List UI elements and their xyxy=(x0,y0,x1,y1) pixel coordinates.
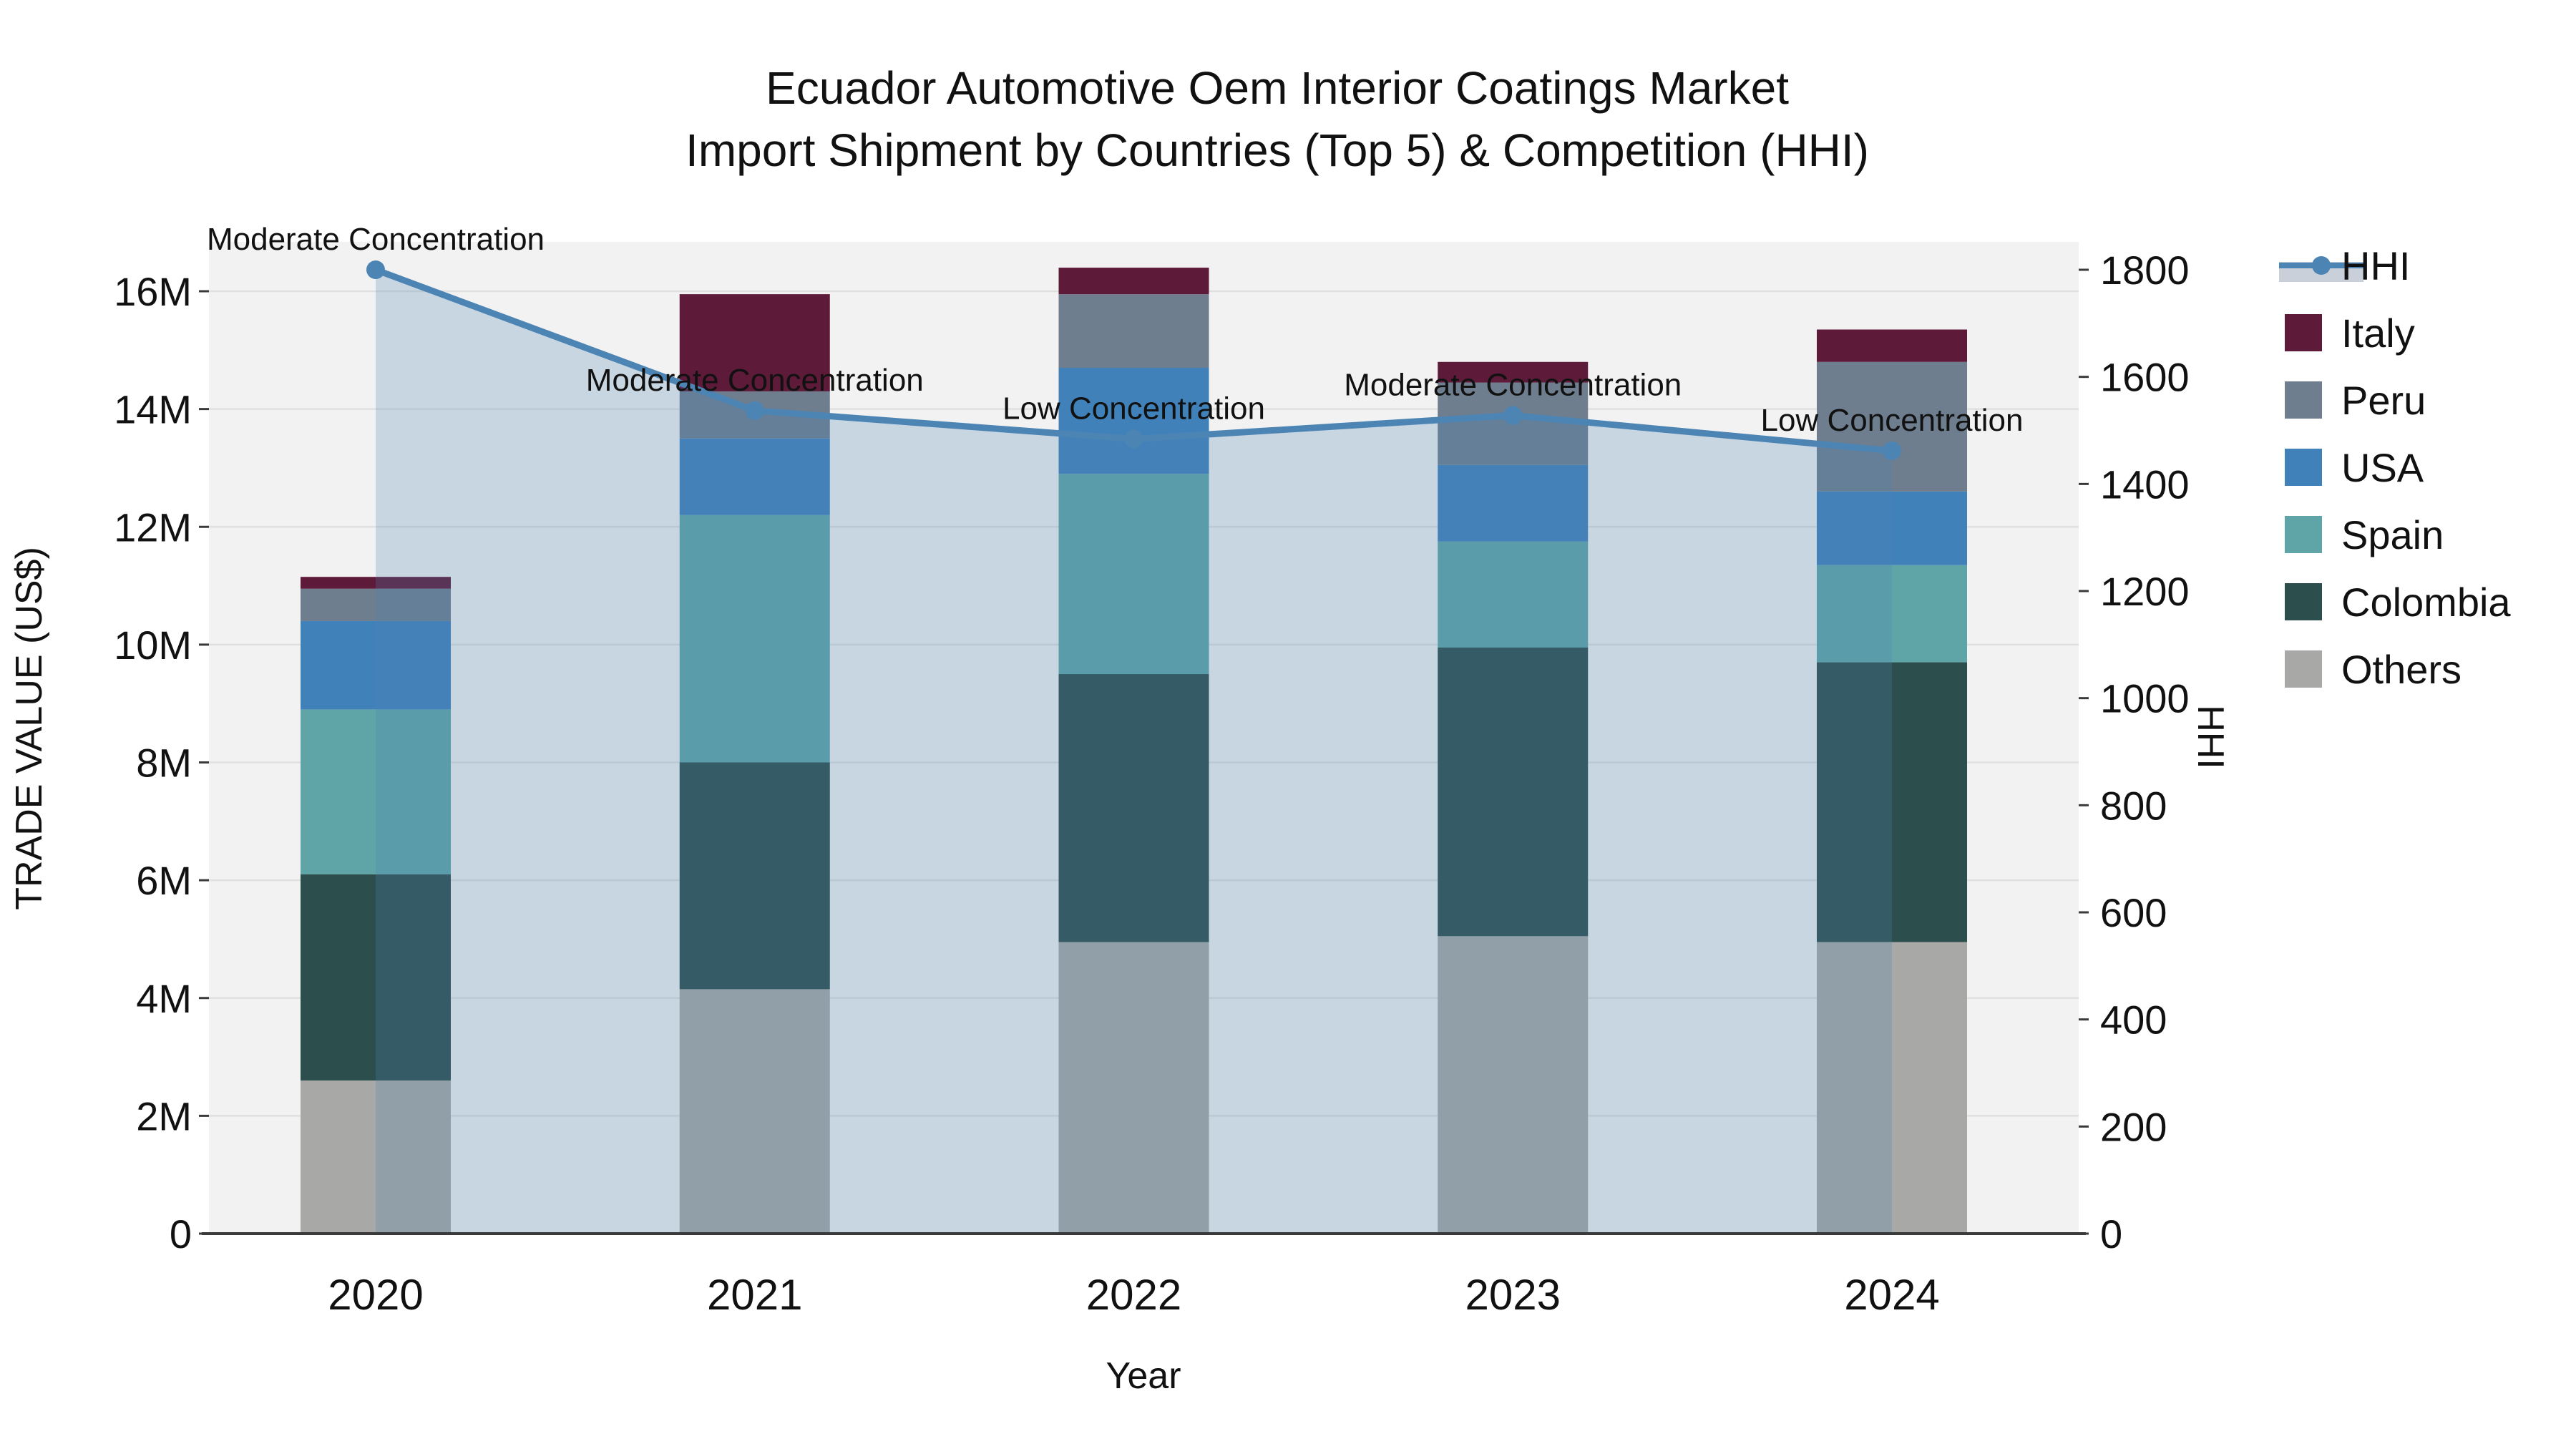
hhi-marker-2024 xyxy=(1883,441,1901,460)
left-axis-title: TRADE VALUE (US$) xyxy=(9,547,50,910)
bar-segment-spain-2022 xyxy=(1058,474,1209,675)
x-axis-title: Year xyxy=(1106,1355,1181,1397)
legend-label-hhi: HHI xyxy=(2341,243,2410,288)
x-tick-label-2021: 2021 xyxy=(707,1271,802,1319)
bar-segment-colombia-2024 xyxy=(1817,662,1967,942)
annotation-2024: Low Concentration xyxy=(1761,403,2024,438)
bar-segment-peru-2020 xyxy=(301,588,451,621)
legend-item-colombia: Colombia xyxy=(2285,580,2511,625)
bar-segment-italy-2021 xyxy=(679,294,830,391)
legend-item-usa: USA xyxy=(2285,445,2424,490)
legend-item-italy: Italy xyxy=(2285,311,2415,356)
axis-layer: 0 2M 4M 6M 8M 10M 12M 14M 16M 0 200 400 600 800 1000 12… xyxy=(114,248,2190,1319)
hhi-marker-2022 xyxy=(1124,429,1143,449)
left-tick-label: 6M xyxy=(136,858,192,903)
x-tick-label-2023: 2023 xyxy=(1465,1271,1561,1319)
annotation-layer: Moderate Concentration Moderate Concentra… xyxy=(207,222,2023,438)
legend-swatch-italy xyxy=(2285,314,2322,351)
chart-title-line2: Import Shipment by Countries (Top 5) & C… xyxy=(686,125,1869,176)
legend-swatch-spain xyxy=(2285,516,2322,553)
bar-segment-spain-2020 xyxy=(301,709,451,874)
right-tick-label: 1200 xyxy=(2100,569,2190,614)
legend-item-hhi: HHI xyxy=(2279,243,2410,288)
bar-segment-colombia-2022 xyxy=(1058,674,1209,942)
legend-swatch-others xyxy=(2285,650,2322,688)
left-tick-label: 14M xyxy=(114,387,192,432)
left-tick-label: 16M xyxy=(114,269,192,314)
hhi-marker-2023 xyxy=(1503,406,1523,425)
legend-swatch-usa xyxy=(2285,449,2322,486)
right-tick-label: 400 xyxy=(2100,997,2167,1043)
bar-segment-italy-2022 xyxy=(1058,268,1209,295)
bar-segment-peru-2022 xyxy=(1058,294,1209,369)
x-tick-label-2022: 2022 xyxy=(1086,1271,1181,1319)
bar-segment-usa-2024 xyxy=(1817,491,1967,565)
left-tick-label: 12M xyxy=(114,504,192,550)
bar-segment-others-2024 xyxy=(1817,942,1967,1234)
annotation-2021: Moderate Concentration xyxy=(586,363,924,398)
bar-segment-others-2021 xyxy=(679,989,830,1234)
left-tick-label: 0 xyxy=(170,1211,192,1257)
legend: HHI Italy Peru USA Spain Colombia Others xyxy=(2279,243,2511,692)
right-tick-label: 0 xyxy=(2100,1211,2122,1257)
bar-segment-usa-2023 xyxy=(1438,464,1589,542)
right-tick-label: 1400 xyxy=(2100,462,2190,507)
hhi-line-layer xyxy=(366,260,1901,460)
legend-swatch-peru xyxy=(2285,381,2322,419)
hhi-marker-2020 xyxy=(366,260,385,280)
bar-layer xyxy=(301,268,1967,1234)
legend-item-others: Others xyxy=(2285,647,2462,692)
annotation-2022: Low Concentration xyxy=(1002,391,1265,426)
right-tick-label: 1800 xyxy=(2100,248,2190,293)
hhi-area-fill xyxy=(376,270,1892,1234)
bar-segment-spain-2021 xyxy=(679,514,830,763)
left-tick-label: 4M xyxy=(136,976,192,1021)
right-tick-label: 200 xyxy=(2100,1104,2167,1149)
right-axis-title: HHI xyxy=(2190,705,2231,769)
bar-segment-colombia-2021 xyxy=(679,762,830,990)
right-tick-label: 1600 xyxy=(2100,355,2190,400)
hhi-marker-2021 xyxy=(745,401,764,420)
bar-segment-others-2022 xyxy=(1058,942,1209,1234)
left-tick-label: 2M xyxy=(136,1093,192,1138)
right-tick-label: 600 xyxy=(2100,890,2167,935)
bar-segment-usa-2021 xyxy=(679,438,830,515)
bar-segment-italy-2023 xyxy=(1438,361,1589,383)
legend-swatch-colombia xyxy=(2285,583,2322,620)
bar-segment-colombia-2020 xyxy=(301,874,451,1080)
bar-segment-others-2020 xyxy=(301,1080,451,1234)
legend-label-others: Others xyxy=(2341,647,2462,692)
annotation-2023: Moderate Concentration xyxy=(1344,368,1682,403)
annotation-2020: Moderate Concentration xyxy=(207,222,545,257)
left-tick-label: 10M xyxy=(114,623,192,668)
bar-segment-usa-2022 xyxy=(1058,368,1209,474)
legend-label-italy: Italy xyxy=(2341,311,2415,356)
chart-title-line1: Ecuador Automotive Oem Interior Coatings… xyxy=(766,62,1789,114)
bar-segment-others-2023 xyxy=(1438,936,1589,1234)
hhi-area-layer xyxy=(376,270,1892,1234)
bar-segment-peru-2024 xyxy=(1817,361,1967,492)
legend-item-peru: Peru xyxy=(2285,378,2426,423)
x-tick-label-2024: 2024 xyxy=(1844,1271,1939,1319)
bar-segment-italy-2020 xyxy=(301,577,451,589)
bar-segment-spain-2023 xyxy=(1438,541,1589,648)
bar-segment-colombia-2023 xyxy=(1438,647,1589,937)
bar-segment-usa-2020 xyxy=(301,620,451,710)
right-tick-label: 1000 xyxy=(2100,676,2190,721)
legend-item-spain: Spain xyxy=(2285,512,2444,557)
legend-label-spain: Spain xyxy=(2341,512,2444,557)
legend-label-colombia: Colombia xyxy=(2341,580,2511,625)
bar-segment-spain-2024 xyxy=(1817,565,1967,663)
legend-label-peru: Peru xyxy=(2341,378,2426,423)
x-tick-label-2020: 2020 xyxy=(328,1271,423,1319)
bar-segment-italy-2024 xyxy=(1817,329,1967,362)
left-tick-label: 8M xyxy=(136,741,192,786)
legend-hhi-marker xyxy=(2312,256,2331,275)
legend-label-usa: USA xyxy=(2341,445,2424,490)
right-tick-label: 800 xyxy=(2100,783,2167,828)
